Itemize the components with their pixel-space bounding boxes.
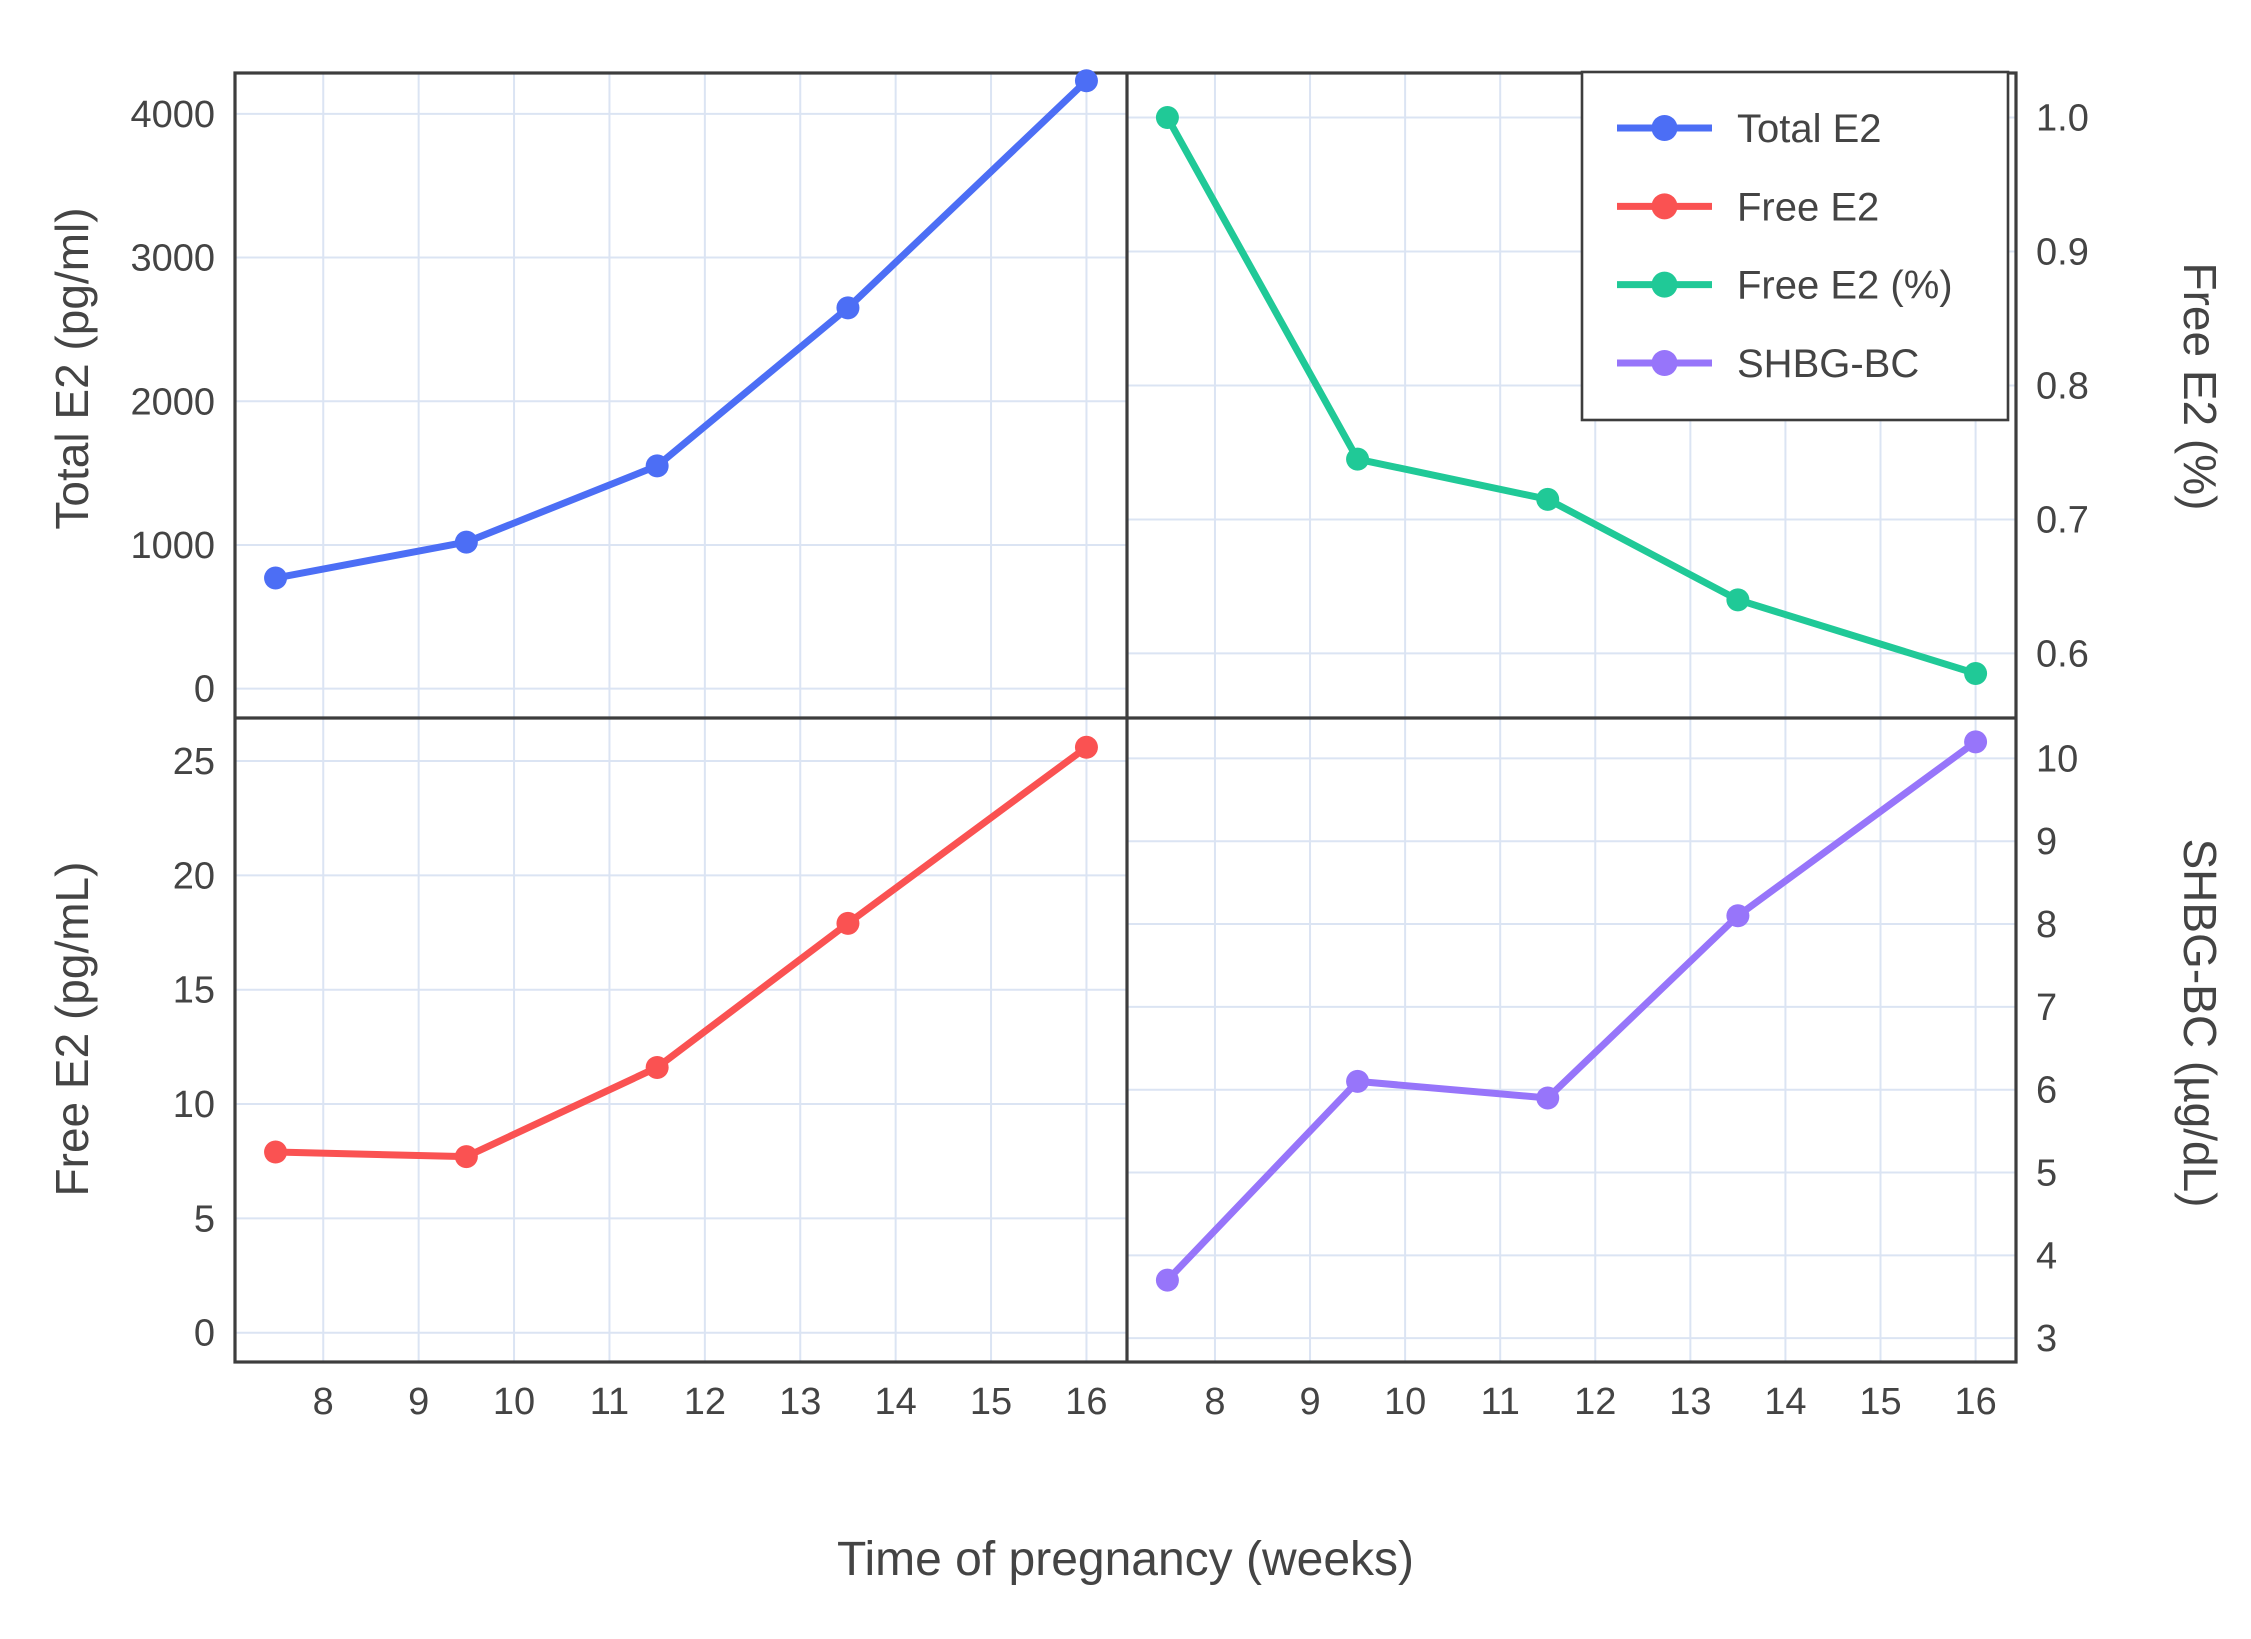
svg-text:10: 10 xyxy=(173,1084,215,1126)
svg-text:14: 14 xyxy=(1764,1381,1806,1423)
svg-text:6: 6 xyxy=(2036,1070,2057,1112)
svg-text:3000: 3000 xyxy=(130,238,215,280)
svg-text:SHBG-BC: SHBG-BC xyxy=(1737,342,1919,386)
svg-text:20: 20 xyxy=(173,855,215,897)
svg-text:3: 3 xyxy=(2036,1318,2057,1360)
svg-text:5: 5 xyxy=(194,1198,215,1240)
svg-text:11: 11 xyxy=(590,1381,629,1423)
svg-text:12: 12 xyxy=(1574,1381,1616,1423)
svg-text:Total E2 (pg/ml): Total E2 (pg/ml) xyxy=(46,207,98,529)
svg-text:0.8: 0.8 xyxy=(2036,365,2089,407)
svg-text:15: 15 xyxy=(173,970,215,1012)
svg-text:1.0: 1.0 xyxy=(2036,97,2089,139)
svg-text:Free E2 (%): Free E2 (%) xyxy=(2174,263,2226,511)
svg-text:0.9: 0.9 xyxy=(2036,231,2089,273)
svg-text:16: 16 xyxy=(1954,1381,1996,1423)
svg-text:5: 5 xyxy=(2036,1153,2057,1195)
svg-text:9: 9 xyxy=(1299,1381,1320,1423)
svg-text:8: 8 xyxy=(2036,904,2057,946)
svg-text:SHBG-BC (µg/dL): SHBG-BC (µg/dL) xyxy=(2174,838,2226,1207)
svg-text:15: 15 xyxy=(1859,1381,1901,1423)
svg-text:Time of pregnancy (weeks): Time of pregnancy (weeks) xyxy=(837,1533,1414,1586)
svg-text:13: 13 xyxy=(779,1381,821,1423)
svg-text:14: 14 xyxy=(875,1381,917,1423)
svg-text:13: 13 xyxy=(1669,1381,1711,1423)
svg-text:25: 25 xyxy=(173,741,215,783)
svg-text:Total E2: Total E2 xyxy=(1737,107,1882,151)
svg-text:4000: 4000 xyxy=(130,94,215,136)
svg-text:10: 10 xyxy=(493,1381,535,1423)
svg-text:0.7: 0.7 xyxy=(2036,499,2089,541)
svg-text:10: 10 xyxy=(2036,738,2078,780)
svg-text:Free E2 (%): Free E2 (%) xyxy=(1737,264,1953,308)
svg-text:9: 9 xyxy=(408,1381,429,1423)
svg-text:0.6: 0.6 xyxy=(2036,633,2089,675)
svg-text:Free E2: Free E2 xyxy=(1737,185,1879,229)
svg-text:8: 8 xyxy=(313,1381,334,1423)
svg-text:0: 0 xyxy=(194,669,215,711)
svg-text:12: 12 xyxy=(684,1381,726,1423)
svg-text:11: 11 xyxy=(1480,1381,1519,1423)
svg-text:8: 8 xyxy=(1204,1381,1225,1423)
svg-text:9: 9 xyxy=(2036,821,2057,863)
svg-text:0: 0 xyxy=(194,1313,215,1355)
svg-text:7: 7 xyxy=(2036,987,2057,1029)
svg-text:1000: 1000 xyxy=(130,525,215,567)
svg-text:15: 15 xyxy=(970,1381,1012,1423)
svg-text:Free E2 (pg/mL): Free E2 (pg/mL) xyxy=(46,862,98,1197)
svg-text:2000: 2000 xyxy=(130,381,215,423)
svg-text:10: 10 xyxy=(1384,1381,1426,1423)
svg-text:4: 4 xyxy=(2036,1235,2057,1277)
svg-text:16: 16 xyxy=(1065,1381,1107,1423)
